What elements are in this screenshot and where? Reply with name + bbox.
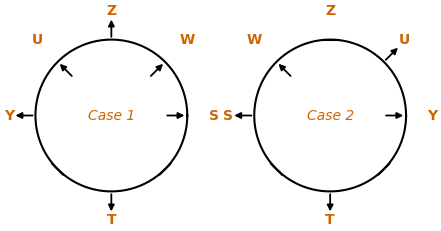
- Text: S: S: [223, 109, 233, 122]
- Text: Y: Y: [427, 109, 437, 122]
- Text: Y: Y: [4, 109, 14, 122]
- Text: U: U: [31, 33, 43, 47]
- Text: W: W: [246, 33, 262, 47]
- Text: T: T: [325, 213, 335, 227]
- Text: S: S: [209, 109, 218, 122]
- Text: Z: Z: [106, 4, 116, 18]
- Text: U: U: [399, 33, 410, 47]
- Text: Z: Z: [325, 4, 335, 18]
- Text: Case 2: Case 2: [306, 109, 354, 122]
- Text: T: T: [107, 213, 116, 227]
- Text: Case 1: Case 1: [88, 109, 135, 122]
- Text: W: W: [180, 33, 195, 47]
